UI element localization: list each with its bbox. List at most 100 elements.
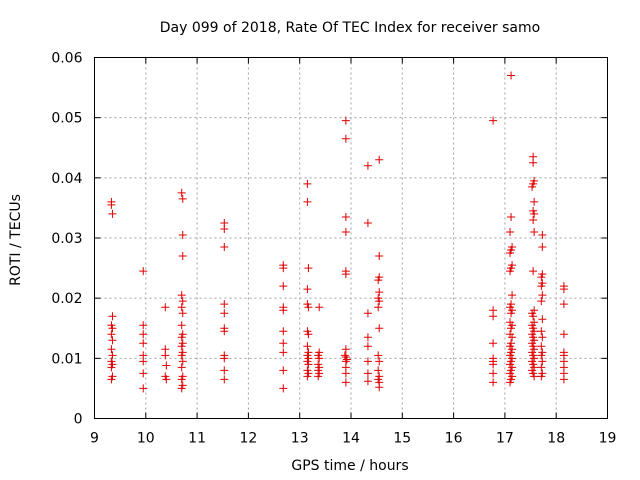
data-point (528, 182, 537, 191)
data-point (177, 363, 186, 372)
data-point (279, 384, 288, 393)
data-point (279, 339, 288, 348)
data-point (341, 369, 350, 378)
data-point (374, 351, 383, 360)
data-point (178, 309, 187, 318)
data-point (279, 264, 288, 273)
data-point (529, 158, 538, 167)
data-point (279, 282, 288, 291)
data-point (108, 209, 117, 218)
data-point (303, 342, 312, 351)
data-point (279, 306, 288, 315)
data-point (341, 270, 350, 279)
data-point (529, 215, 538, 224)
data-point (508, 291, 517, 300)
y-tick-label: 0.06 (51, 51, 82, 67)
data-point (374, 366, 383, 375)
data-point (220, 309, 229, 318)
data-point (177, 342, 186, 351)
data-point (559, 300, 568, 309)
data-point (489, 369, 498, 378)
data-point (177, 188, 186, 197)
data-point (303, 197, 312, 206)
data-point (178, 297, 187, 306)
data-point (530, 227, 539, 236)
y-axis-label: ROTI / TECUs (8, 194, 24, 286)
data-point (375, 297, 384, 306)
data-point (304, 360, 313, 369)
data-point (489, 360, 498, 369)
data-point (489, 312, 498, 321)
data-point (220, 224, 229, 233)
x-tick-label: 9 (90, 431, 99, 447)
data-point (538, 291, 547, 300)
y-tick-label: 0.02 (51, 291, 82, 307)
data-point (139, 357, 148, 366)
grid-lines (94, 57, 608, 419)
data-point (507, 324, 516, 333)
data-point (107, 330, 116, 339)
data-point (177, 384, 186, 393)
data-point (303, 285, 312, 294)
x-tick-label: 18 (547, 431, 565, 447)
data-point (507, 71, 516, 80)
data-point (178, 357, 187, 366)
x-tick-label: 15 (393, 431, 411, 447)
data-point (108, 324, 117, 333)
data-point (363, 218, 372, 227)
data-point (108, 351, 117, 360)
data-point (107, 197, 116, 206)
data-point (559, 330, 568, 339)
data-point (375, 252, 384, 261)
plot-frame (94, 57, 608, 419)
data-point (559, 285, 568, 294)
x-tick-label: 14 (342, 431, 360, 447)
data-point (375, 155, 384, 164)
data-point (538, 333, 547, 342)
data-point (537, 297, 546, 306)
data-point (538, 357, 547, 366)
data-point (279, 348, 288, 357)
data-point (178, 230, 187, 239)
data-point (506, 249, 515, 258)
data-point (304, 303, 313, 312)
x-tick-label: 16 (445, 431, 463, 447)
y-tick-labels: 0 0.01 0.02 0.03 0.04 0.05 0.06 (51, 51, 82, 428)
data-point (374, 276, 383, 285)
data-point (304, 264, 313, 273)
data-point (538, 230, 547, 239)
data-point (363, 369, 372, 378)
x-tick-label: 10 (137, 431, 155, 447)
data-point (375, 324, 384, 333)
x-tick-labels: 9 10 11 12 13 14 15 16 17 18 19 (90, 431, 616, 447)
data-point (139, 384, 148, 393)
data-point (537, 372, 546, 381)
data-point (530, 197, 539, 206)
y-tick-label: 0.01 (51, 351, 82, 367)
data-point (178, 252, 187, 261)
data-point (530, 209, 539, 218)
x-tick-label: 17 (496, 431, 514, 447)
data-point (363, 161, 372, 170)
data-point (506, 227, 515, 236)
data-point (537, 363, 546, 372)
data-point (340, 351, 349, 360)
data-point (529, 312, 538, 321)
data-point (107, 345, 116, 354)
data-point (537, 351, 546, 360)
data-point (161, 351, 170, 360)
data-point (303, 179, 312, 188)
data-point (107, 375, 116, 384)
data-point (178, 194, 187, 203)
data-point (375, 357, 384, 366)
data-point (162, 375, 171, 384)
data-point (559, 375, 568, 384)
data-point (341, 134, 350, 143)
data-point (363, 357, 372, 366)
data-point (374, 303, 383, 312)
data-point (507, 309, 516, 318)
data-point (139, 321, 148, 330)
data-point (508, 333, 517, 342)
data-point (162, 361, 171, 370)
data-point (177, 321, 186, 330)
